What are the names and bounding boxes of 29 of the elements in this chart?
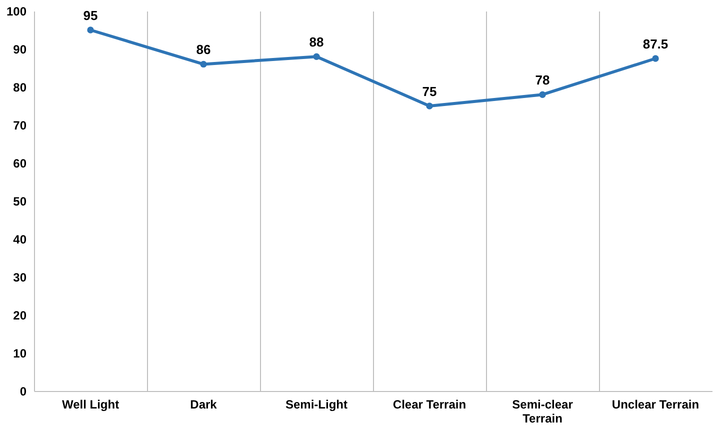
x-tick-label: Semi-clear Terrain [512,398,574,426]
x-tick-label: Well Light [62,398,120,412]
y-tick-label: 0 [20,384,27,398]
point [87,26,94,34]
data-label: 87.5 [642,36,668,52]
point [313,53,320,60]
x-tick-label: Dark [190,398,218,412]
point [539,91,546,98]
point [200,60,207,68]
y-tick-label: 90 [13,42,27,56]
y-tick-label: 30 [13,270,27,284]
data-label: 86 [196,42,211,58]
y-tick-label: 10 [13,346,27,360]
x-tick-label: Semi-Light [286,398,348,412]
y-tick-label: 70 [13,118,27,132]
y-tick-label: 50 [13,194,27,208]
data-label: 75 [422,84,437,99]
data-label: 78 [535,72,550,88]
point [426,102,433,110]
y-tick-label: 40 [13,232,27,246]
point [652,55,659,62]
data-label: 88 [309,34,324,50]
y-tick-label: 80 [13,80,27,94]
x-tick-label: Clear Terrain [392,398,466,412]
y-tick-label: 100 [6,4,27,18]
data-label: 95 [83,8,98,23]
y-tick-label: 60 [13,156,27,170]
y-tick-label: 20 [13,308,27,322]
x-tick-label: Unclear Terrain [612,398,700,412]
